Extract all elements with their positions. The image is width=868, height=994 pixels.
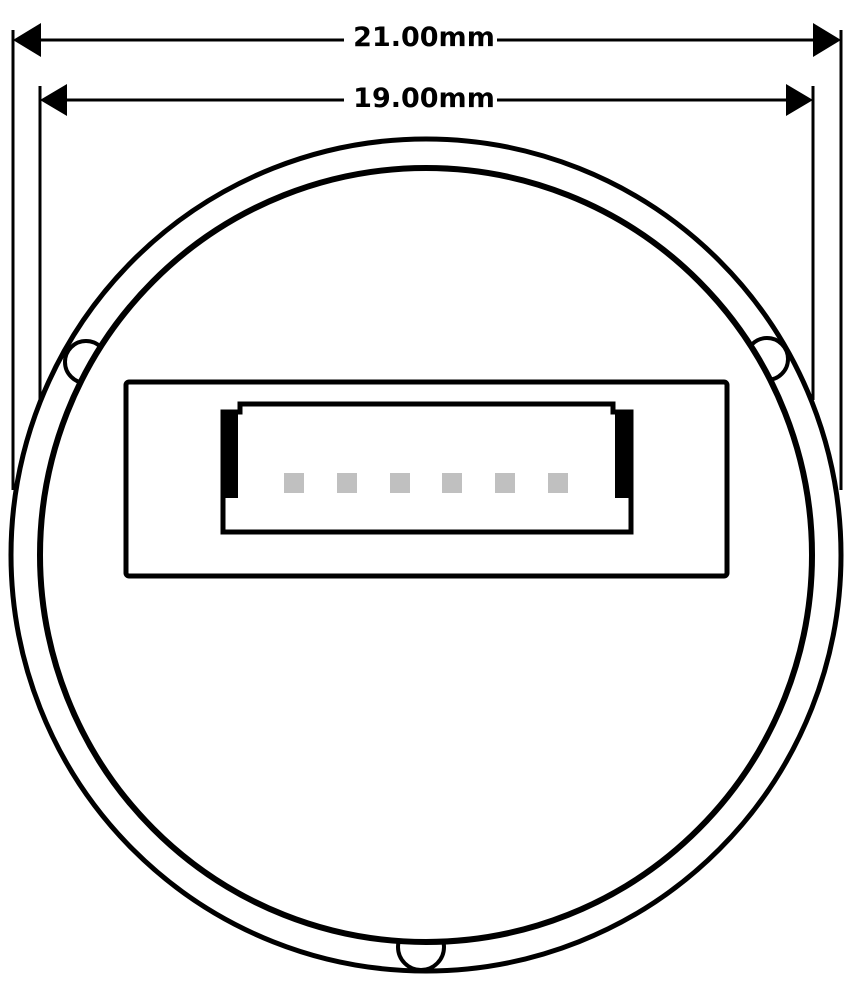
- inner-dimension-arrow-left: [40, 84, 67, 116]
- inner-dimension: 19.00mm: [40, 83, 813, 116]
- outer-ring: [8, 136, 844, 974]
- connector-housing: [220, 401, 634, 535]
- inner-dimension-label: 19.00mm: [353, 83, 495, 114]
- outer-dimension-label: 21.00mm: [353, 22, 495, 53]
- connector-pins: [284, 473, 568, 493]
- connector-pin: [390, 473, 410, 493]
- connector-pin: [284, 473, 304, 493]
- connector-pin: [495, 473, 515, 493]
- extension-lines: [11, 30, 843, 490]
- connector-pin: [337, 473, 357, 493]
- connector-latch-right: [615, 410, 632, 498]
- inner-dimension-arrow-right: [786, 84, 813, 116]
- outer-dimension-arrow-right: [813, 23, 841, 57]
- connector-pin: [442, 473, 462, 493]
- connector-latch-left: [221, 410, 238, 498]
- outer-dimension: 21.00mm: [13, 22, 841, 57]
- connector-pin: [548, 473, 568, 493]
- connector: [123, 379, 730, 579]
- outer-dimension-arrow-left: [13, 23, 41, 57]
